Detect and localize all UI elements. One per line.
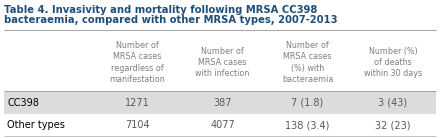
Text: 4077: 4077 <box>210 120 235 130</box>
Text: 3 (43): 3 (43) <box>378 98 407 108</box>
Text: Number of
MRSA cases
(%) with
bacteraemia: Number of MRSA cases (%) with bacteraemi… <box>282 41 333 84</box>
Text: Table 4. Invasivity and mortality following MRSA CC398: Table 4. Invasivity and mortality follow… <box>4 5 317 15</box>
Text: Number of
MRSA cases
with infection: Number of MRSA cases with infection <box>195 47 249 78</box>
Text: 138 (3.4): 138 (3.4) <box>285 120 330 130</box>
Text: Number (%)
of deaths
within 30 days: Number (%) of deaths within 30 days <box>364 47 422 78</box>
Text: CC398: CC398 <box>7 98 39 108</box>
Bar <box>4 114 436 136</box>
Text: 1271: 1271 <box>125 98 150 108</box>
Text: 7104: 7104 <box>125 120 150 130</box>
Text: Other types: Other types <box>7 120 65 130</box>
Bar <box>4 91 436 114</box>
Text: bacteraemia, compared with other MRSA types, 2007-2013: bacteraemia, compared with other MRSA ty… <box>4 15 337 25</box>
Text: 32 (23): 32 (23) <box>375 120 411 130</box>
Text: 387: 387 <box>213 98 232 108</box>
Text: Number of
MRSA cases
regardless of
manifestation: Number of MRSA cases regardless of manif… <box>110 41 165 84</box>
Text: 7 (1.8): 7 (1.8) <box>291 98 324 108</box>
